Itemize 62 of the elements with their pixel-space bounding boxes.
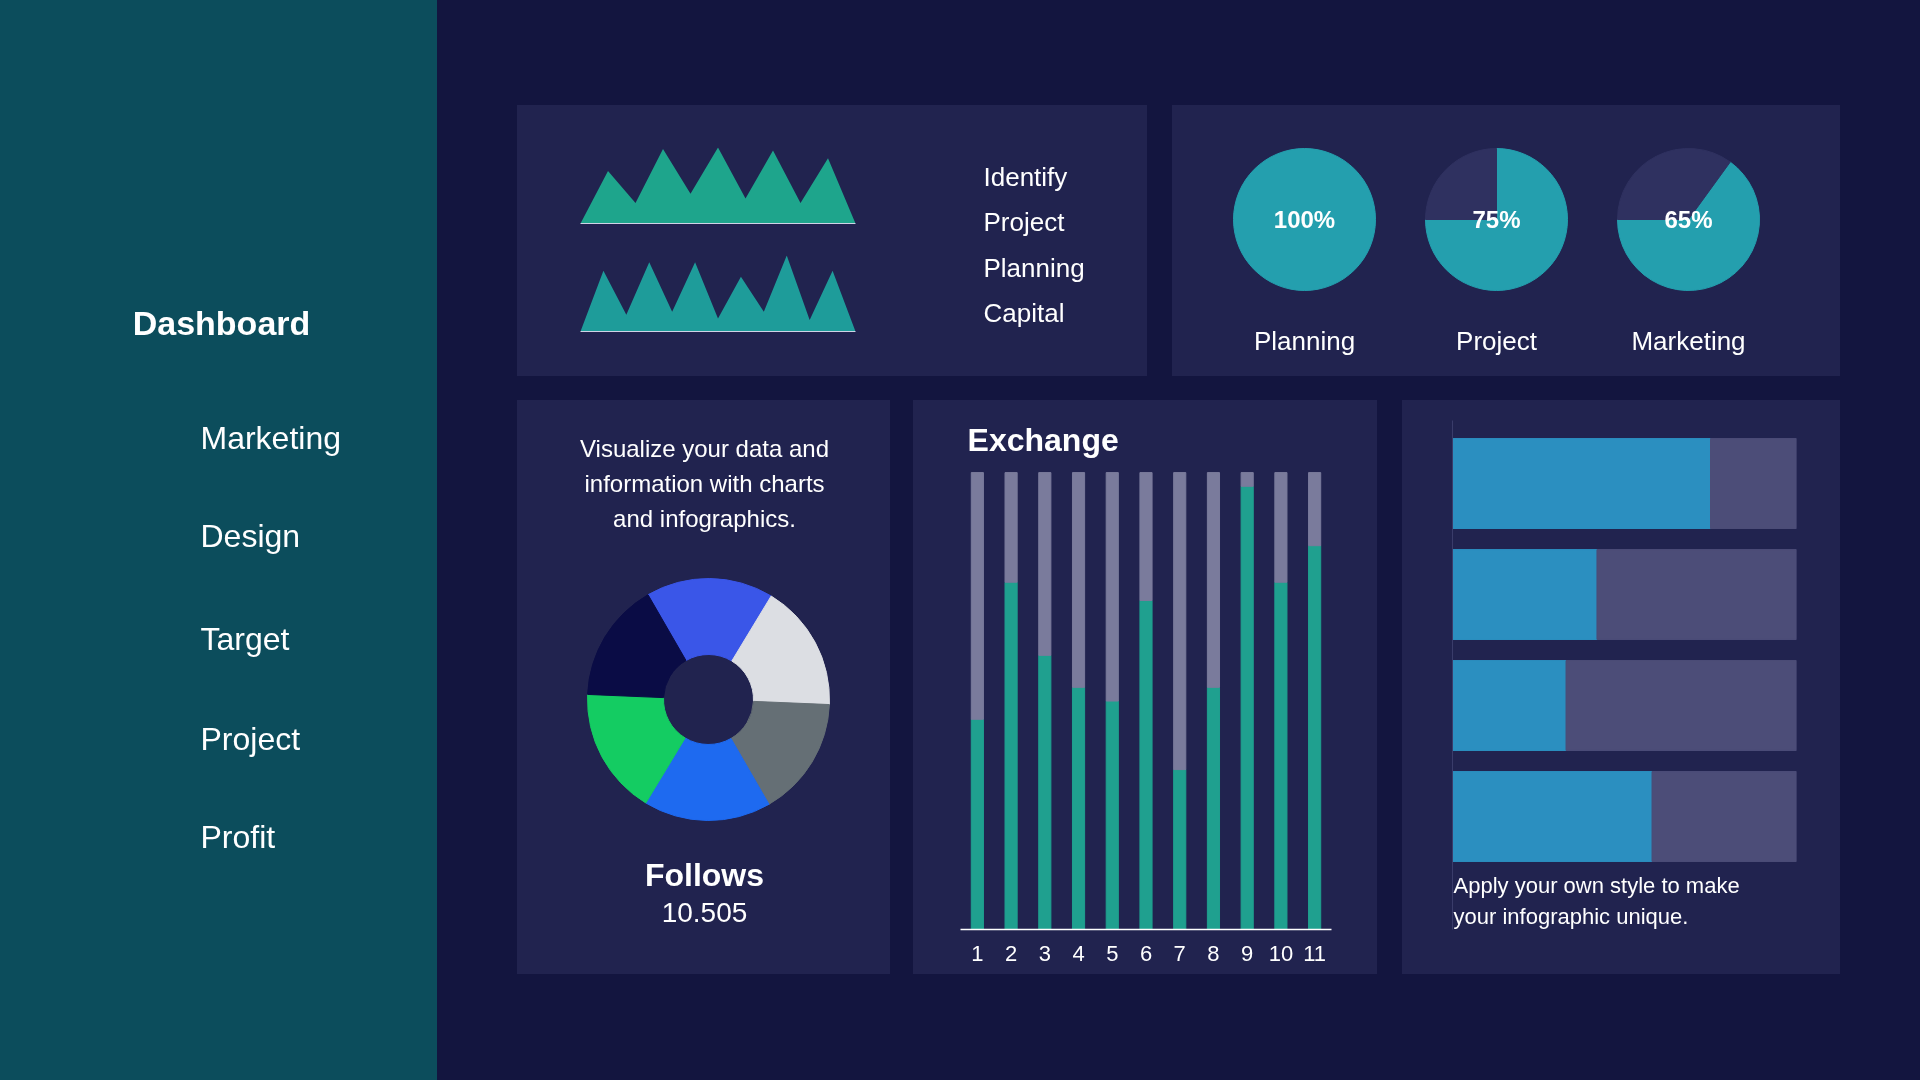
- bar: [1452, 438, 1711, 529]
- bar: [1139, 600, 1153, 930]
- bar: [1274, 472, 1288, 583]
- data-label: 65%: [1664, 206, 1713, 233]
- text: Project: [200, 720, 301, 757]
- data-label: 100%: [1273, 206, 1336, 233]
- bar: [1206, 472, 1221, 688]
- bar: [1308, 472, 1322, 547]
- bar: [1452, 660, 1567, 751]
- x-tick-label: 7: [1173, 940, 1186, 966]
- x-tick-label: 5: [1106, 940, 1119, 966]
- x-tick-label: 8: [1207, 940, 1220, 966]
- bar: [970, 718, 984, 930]
- bar: [1274, 581, 1288, 930]
- bar: [1240, 472, 1254, 487]
- text: Visualize your data and information with charts and infographics.: [579, 435, 830, 532]
- text: Project: [983, 206, 1066, 237]
- x-tick-label: 11: [1303, 940, 1327, 966]
- bar: [1206, 686, 1221, 930]
- text: Follows: [644, 856, 765, 893]
- bar: [1038, 472, 1052, 656]
- text: Design: [200, 517, 301, 554]
- text: Target: [200, 620, 290, 657]
- data-label: 75%: [1472, 206, 1521, 233]
- x-tick-label: 6: [1139, 940, 1153, 966]
- bar: [1452, 549, 1598, 640]
- x-tick-label: 4: [1072, 940, 1085, 966]
- bar: [1173, 769, 1187, 930]
- x-tick-label: 1: [971, 940, 984, 966]
- text: Identify: [983, 161, 1068, 192]
- bar: [1105, 700, 1119, 930]
- text: Capital: [983, 297, 1065, 328]
- text: Profit: [200, 818, 276, 855]
- bar: [1173, 472, 1187, 771]
- bar: [1710, 438, 1797, 529]
- text: Project: [1456, 325, 1538, 356]
- bar: [1071, 686, 1086, 930]
- text: Dashboard: [132, 303, 311, 342]
- text: 10.505: [661, 897, 748, 928]
- chart-title: Exchange: [967, 421, 1119, 458]
- bar: [1004, 472, 1018, 583]
- text: Marketing: [1631, 325, 1746, 356]
- x-tick-label: 2: [1004, 940, 1018, 966]
- bar: [1452, 771, 1653, 862]
- bar: [1240, 485, 1254, 930]
- x-tick-label: 10: [1268, 940, 1294, 966]
- text: Planning: [983, 252, 1085, 283]
- bar: [1565, 660, 1797, 751]
- x-tick-label: 3: [1038, 940, 1051, 966]
- bar: [970, 472, 984, 720]
- bar: [1651, 771, 1797, 862]
- text: Planning: [1253, 325, 1356, 356]
- x-tick-label: 9: [1241, 940, 1254, 966]
- bar: [1071, 472, 1086, 688]
- annotation: Apply your own style to make your infographic unique.: [1453, 872, 1740, 929]
- bar: [1308, 545, 1322, 930]
- bar: [1139, 472, 1153, 602]
- bar: [1105, 472, 1119, 702]
- bar: [1004, 581, 1018, 930]
- bar: [1038, 654, 1052, 930]
- bar: [1596, 549, 1797, 640]
- text: Marketing: [200, 419, 341, 456]
